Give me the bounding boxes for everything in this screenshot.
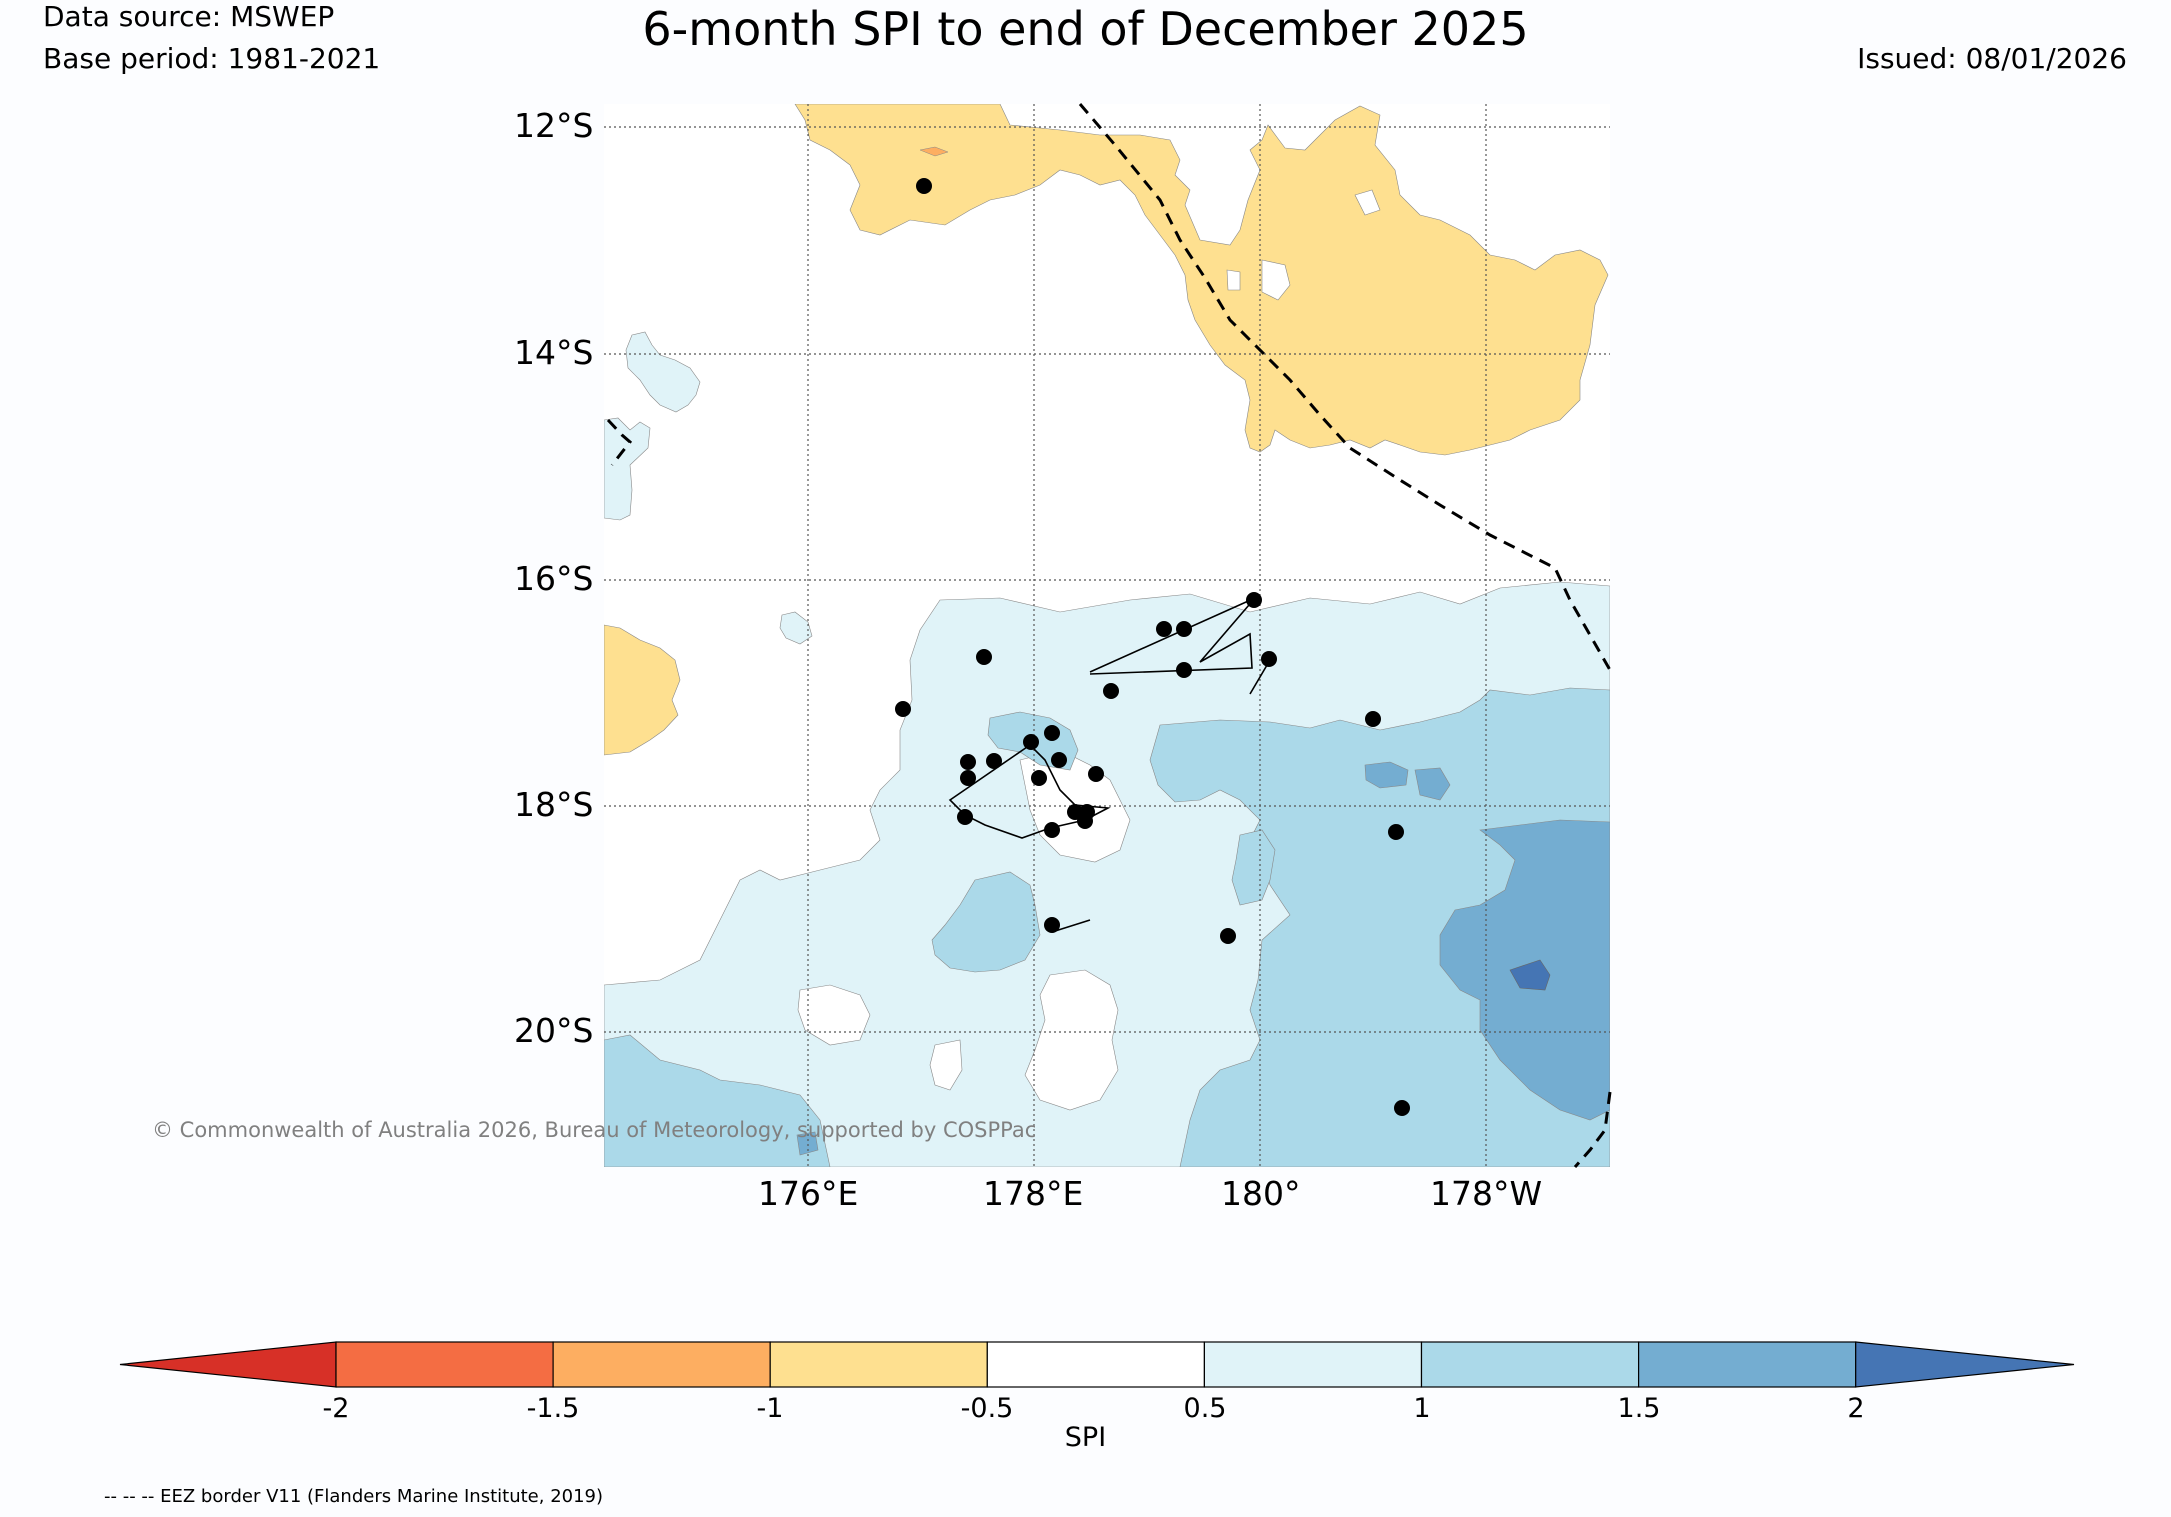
colorbar-tick-label: 2 — [1847, 1393, 1865, 1424]
station-dot — [960, 770, 976, 786]
colorbar-tick-label: 1 — [1413, 1393, 1431, 1424]
colorbar-tick-label: -2 — [322, 1393, 350, 1424]
spi-region-1-1.5-mid — [1231, 829, 1276, 906]
spi-region-above-2 — [1509, 959, 1551, 991]
station-dot — [1365, 711, 1381, 727]
lon-label-180: 180° — [1221, 1174, 1301, 1213]
station-dot — [1044, 725, 1060, 741]
lon-label-178w: 178°W — [1430, 1174, 1543, 1213]
station-dot — [976, 649, 992, 665]
colorbar-tick-label: 1.5 — [1617, 1393, 1661, 1424]
copyright-text: © Commonwealth of Australia 2026, Bureau… — [152, 1118, 1037, 1142]
lat-label-14s: 14°S — [514, 333, 594, 372]
station-dot — [1023, 734, 1039, 750]
station-dot — [916, 178, 932, 194]
spi-region-1-1.5-center — [931, 871, 1041, 973]
base-period-text: Base period: 1981-2021 — [43, 42, 381, 75]
data-source-text: Data source: MSWEP — [43, 0, 335, 33]
spi-islet-west-2 — [604, 417, 651, 521]
station-dot — [986, 753, 1002, 769]
station-dot — [1220, 928, 1236, 944]
issued-date-text: Issued: 08/01/2026 — [1857, 42, 2127, 75]
lon-label-178e: 178°E — [983, 1174, 1084, 1213]
station-dot — [1044, 917, 1060, 933]
eez-border — [606, 103, 1612, 1168]
map-title: 6-month SPI to end of December 2025 — [642, 2, 1529, 56]
station-dot — [1261, 651, 1277, 667]
station-dot — [1176, 621, 1192, 637]
map-area — [604, 104, 1610, 1167]
station-dot — [1031, 770, 1047, 786]
lon-label-176e: 176°E — [758, 1174, 859, 1213]
station-dot — [1388, 824, 1404, 840]
station-dot — [1156, 621, 1172, 637]
eez-footnote: -- -- -- EEZ border V11 (Flanders Marine… — [104, 1486, 604, 1507]
station-dot — [1176, 662, 1192, 678]
station-dot — [1044, 822, 1060, 838]
spi-region-neg1-neg0.5-west — [604, 624, 681, 756]
station-markers — [895, 178, 1410, 1116]
station-dot — [957, 809, 973, 825]
lat-label-20s: 20°S — [514, 1011, 594, 1050]
station-dot — [895, 701, 911, 717]
station-dot — [1394, 1100, 1410, 1116]
graticule — [604, 104, 1610, 1167]
colorbar-label: SPI — [1064, 1422, 1107, 1453]
lat-label-16s: 16°S — [514, 559, 594, 598]
station-dot — [1051, 752, 1067, 768]
lat-label-12s: 12°S — [514, 106, 594, 145]
station-dot — [960, 754, 976, 770]
spi-islet-west-3 — [779, 611, 813, 645]
colorbar-tick-label: -0.5 — [960, 1393, 1014, 1424]
station-dot — [1088, 766, 1104, 782]
colorbar-tick-label: -1.5 — [526, 1393, 580, 1424]
spi-islet-west-1 — [625, 331, 701, 413]
station-dot — [1103, 683, 1119, 699]
spi-region-1-1.5-sw — [604, 1034, 831, 1167]
station-dot — [1077, 813, 1093, 829]
colorbar-tick-label: -1 — [756, 1393, 784, 1424]
lat-label-18s: 18°S — [514, 785, 594, 824]
colorbar-tick-label: 0.5 — [1183, 1393, 1227, 1424]
station-dot — [1246, 592, 1262, 608]
